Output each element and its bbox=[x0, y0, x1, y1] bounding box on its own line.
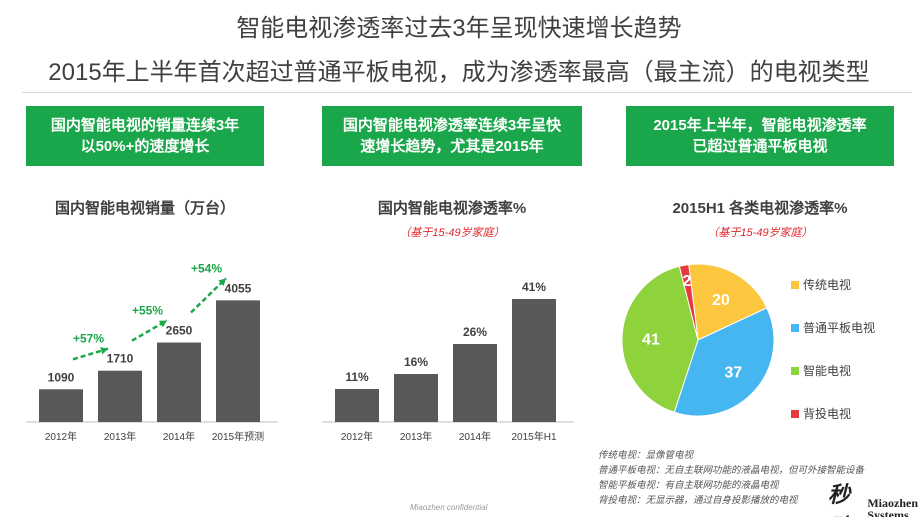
penetration-value-label: 41% bbox=[522, 280, 546, 294]
pie-chart-title: 2015H1 各类电视渗透率% bbox=[672, 200, 848, 217]
page-subtitle: 2015年上半年首次超过普通平板电视，成为渗透率最高（最主流）的电视类型 bbox=[48, 59, 870, 86]
sales-bar bbox=[98, 370, 142, 422]
sales-growth-arrowhead bbox=[100, 347, 108, 355]
sales-bar bbox=[216, 300, 260, 422]
pie-slice bbox=[678, 264, 699, 341]
pie-legend-swatch bbox=[791, 281, 799, 289]
definition-line: 背投电视：无显示器，通过自身投影播放的电视 bbox=[598, 495, 798, 506]
penetration-chart-title: 国内智能电视渗透率% bbox=[377, 200, 527, 217]
callout-pie-line1: 2015年上半年，智能电视渗透率 bbox=[653, 117, 867, 134]
definition-line: 普通平板电视：无自主联网功能的液晶电视，但可外接智能设备 bbox=[598, 465, 865, 476]
callout-pie: 2015年上半年，智能电视渗透率 已超过普通平板电视 bbox=[626, 106, 894, 166]
sales-chart-title: 国内智能电视销量（万台） bbox=[54, 200, 235, 217]
penetration-tick-label: 2015年H1 bbox=[511, 430, 556, 443]
pie-legend-swatch bbox=[791, 367, 799, 375]
callout-penetration-line1: 国内智能电视渗透率连续3年呈快 bbox=[342, 117, 562, 134]
sales-bar-chart: 1090 2012年 1710 2013年 2650 2014年 4055 2015年预测 +5… bbox=[26, 261, 278, 443]
logo-chinese: 秒动 bbox=[828, 482, 851, 517]
sales-bar bbox=[157, 342, 201, 422]
penetration-value-label: 11% bbox=[345, 370, 369, 384]
penetration-bar bbox=[512, 299, 556, 422]
callout-sales-line2: 以50%+的速度增长 bbox=[80, 138, 210, 155]
sales-value-label: 1090 bbox=[48, 370, 75, 384]
pie-slice bbox=[688, 263, 768, 341]
pie-slice bbox=[621, 265, 699, 413]
pie-slice-label: 41 bbox=[642, 331, 660, 348]
sales-growth-label: +57% bbox=[73, 332, 104, 346]
sales-value-label: 1710 bbox=[107, 352, 134, 366]
pie-chart-subtitle: （基于15-49岁家庭） bbox=[707, 227, 813, 239]
title-divider bbox=[22, 92, 912, 93]
callout-penetration-line2: 速增长趋势，尤其是2015年 bbox=[360, 138, 544, 155]
penetration-value-label: 16% bbox=[404, 355, 428, 369]
penetration-tick-label: 2012年 bbox=[341, 430, 373, 443]
callout-pie-line2: 已超过普通平板电视 bbox=[692, 138, 828, 155]
logo-english-line1: Miaozhen bbox=[867, 496, 918, 510]
sales-growth-label: +54% bbox=[191, 261, 222, 275]
pie-legend-swatch bbox=[791, 410, 799, 418]
callout-penetration: 国内智能电视渗透率连续3年呈快 速增长趋势，尤其是2015年 bbox=[322, 106, 582, 166]
pie-slice-label: 37 bbox=[724, 364, 742, 381]
sales-bar bbox=[39, 389, 83, 422]
pie-slice-label: 20 bbox=[712, 292, 730, 309]
sales-tick-label: 2014年 bbox=[163, 430, 195, 443]
penetration-bar bbox=[394, 374, 438, 422]
sales-tick-label: 2015年预测 bbox=[212, 430, 264, 443]
sales-growth-arrowhead bbox=[218, 278, 226, 286]
penetration-bar bbox=[453, 344, 497, 422]
sales-growth-arrow bbox=[190, 277, 227, 314]
penetration-chart-subtitle: （基于15-49岁家庭） bbox=[399, 227, 505, 239]
logo-english-line2: Systems bbox=[867, 508, 909, 517]
sales-value-label: 2650 bbox=[166, 324, 193, 338]
sales-growth-arrow bbox=[72, 347, 109, 361]
pie-legend-swatch bbox=[791, 324, 799, 332]
pie-legend-label: 普通平板电视 bbox=[803, 320, 875, 335]
callout-sales: 国内智能电视的销量连续3年 以50%+的速度增长 bbox=[26, 106, 264, 166]
sales-growth-label: +55% bbox=[132, 304, 163, 318]
penetration-tick-label: 2014年 bbox=[459, 430, 491, 443]
confidential-note: Miaozhen confidential bbox=[410, 503, 488, 512]
sales-value-label: 4055 bbox=[225, 281, 252, 295]
company-logo: 秒动 Miaozhen Systems bbox=[828, 477, 918, 517]
penetration-bar-chart: 11% 2012年 16% 2013年 26% 2014年 41% 2015年H1 bbox=[322, 280, 574, 443]
logo-english: Miaozhen Systems bbox=[867, 497, 918, 517]
sales-growth-arrowhead bbox=[159, 320, 167, 328]
penetration-tick-label: 2013年 bbox=[400, 430, 432, 443]
definition-line: 智能平板电视：有自主联网功能的液晶电视 bbox=[598, 480, 779, 491]
sales-tick-label: 2013年 bbox=[104, 430, 136, 443]
pie-legend-label: 背投电视 bbox=[803, 406, 851, 421]
page-title: 智能电视渗透率过去3年呈现快速增长趋势 bbox=[236, 15, 682, 42]
pie-slice bbox=[673, 307, 775, 417]
penetration-value-label: 26% bbox=[463, 325, 487, 339]
sales-tick-label: 2012年 bbox=[45, 430, 77, 443]
penetration-bar bbox=[335, 389, 379, 422]
definitions: 传统电视：显像管电视 普通平板电视：无自主联网功能的液晶电视，但可外接智能设备 … bbox=[598, 448, 864, 508]
callout-sales-line1: 国内智能电视的销量连续3年 bbox=[50, 117, 240, 134]
pie-legend-label: 传统电视 bbox=[803, 277, 851, 292]
definition-line: 传统电视：显像管电视 bbox=[598, 450, 694, 461]
pie-legend-label: 智能电视 bbox=[803, 363, 851, 378]
pie-slice-label: 2 bbox=[682, 273, 691, 290]
